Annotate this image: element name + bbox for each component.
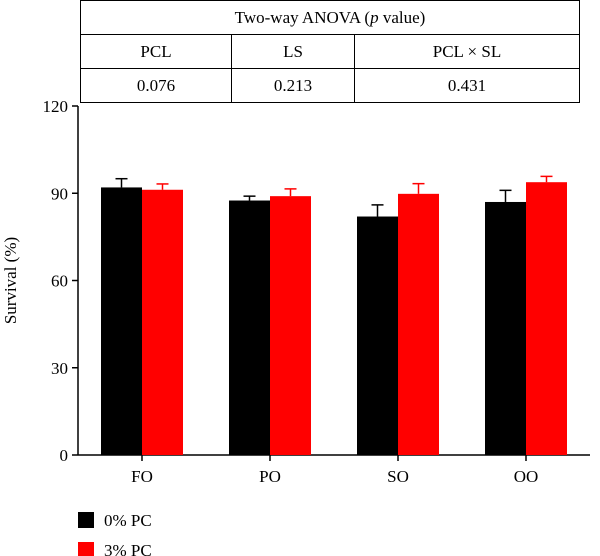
bar-fo-series-1 (142, 190, 183, 455)
x-tick-label: OO (514, 467, 539, 486)
chart-legend: 0% PC 3% PC (78, 511, 152, 556)
y-tick-label: 60 (51, 272, 68, 291)
bar-po-series-0 (229, 201, 270, 455)
x-tick-label: PO (259, 467, 281, 486)
y-tick-label: 30 (51, 359, 68, 378)
bar-oo-series-1 (526, 182, 567, 455)
bar-so-series-0 (357, 217, 398, 455)
bar-so-series-1 (398, 194, 439, 455)
bar-po-series-1 (270, 196, 311, 455)
legend-label: 3% PC (104, 541, 152, 556)
legend-swatch (78, 512, 94, 528)
bar-oo-series-0 (485, 202, 526, 455)
y-tick-label: 0 (60, 446, 69, 465)
x-tick-label: FO (131, 467, 153, 486)
y-tick-label: 90 (51, 184, 68, 203)
legend-label: 0% PC (104, 511, 152, 530)
legend-swatch (78, 542, 94, 556)
x-tick-label: SO (387, 467, 409, 486)
chart-bars (101, 176, 567, 455)
y-tick-label: 120 (43, 97, 69, 116)
y-axis-title: Survival (%) (1, 237, 20, 324)
bar-fo-series-0 (101, 187, 142, 455)
